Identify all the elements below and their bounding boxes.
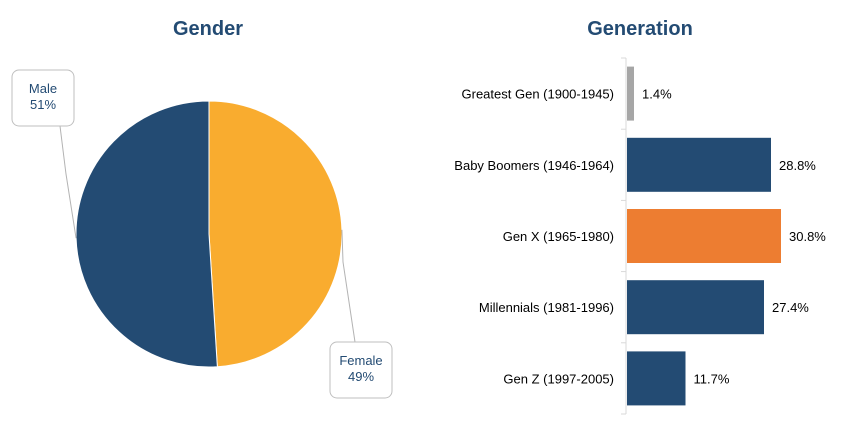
bar-greatest-gen-1900-1945 xyxy=(627,66,634,121)
bar-gen-z-1997-2005 xyxy=(627,351,686,406)
category-label-gen-z-1997-2005: Gen Z (1997-2005) xyxy=(503,371,614,386)
category-label-millennials-1981-1996: Millennials (1981-1996) xyxy=(479,300,614,315)
callout-box-female xyxy=(329,341,393,399)
pie-label-male: Male xyxy=(29,81,57,96)
value-label-millennials-1981-1996: 27.4% xyxy=(772,300,809,315)
callout-leader-male xyxy=(59,125,77,239)
pie-slice-male xyxy=(75,100,218,368)
pie-value-male: 51% xyxy=(30,97,56,112)
value-label-baby-boomers-1946-1964: 28.8% xyxy=(779,158,816,173)
category-label-gen-x-1965-1980: Gen X (1965-1980) xyxy=(503,229,614,244)
callout-leader-female xyxy=(341,229,356,343)
callout-box-male xyxy=(11,69,75,127)
gender-chart-title: Gender xyxy=(172,18,244,40)
value-label-greatest-gen-1900-1945: 1.4% xyxy=(642,87,672,102)
value-label-gen-z-1997-2005: 11.7% xyxy=(694,371,730,386)
generation-chart-title: Generation xyxy=(587,18,693,40)
bar-gen-x-1965-1980 xyxy=(627,209,781,263)
generation-bar-chart: Greatest Gen (1900-1945) 1.4% Baby Boomers… xyxy=(454,57,826,415)
value-label-gen-x-1965-1980: 30.8% xyxy=(789,229,826,244)
category-label-greatest-gen-1900-1945: Greatest Gen (1900-1945) xyxy=(462,87,614,102)
pie-label-female: Female xyxy=(339,353,382,368)
pie-value-female: 49% xyxy=(348,369,374,384)
bar-millennials-1981-1996 xyxy=(627,280,764,335)
pie-slice-female xyxy=(208,100,343,368)
category-label-baby-boomers-1946-1964: Baby Boomers (1946-1964) xyxy=(454,158,614,173)
bar-baby-boomers-1946-1964 xyxy=(627,137,771,192)
